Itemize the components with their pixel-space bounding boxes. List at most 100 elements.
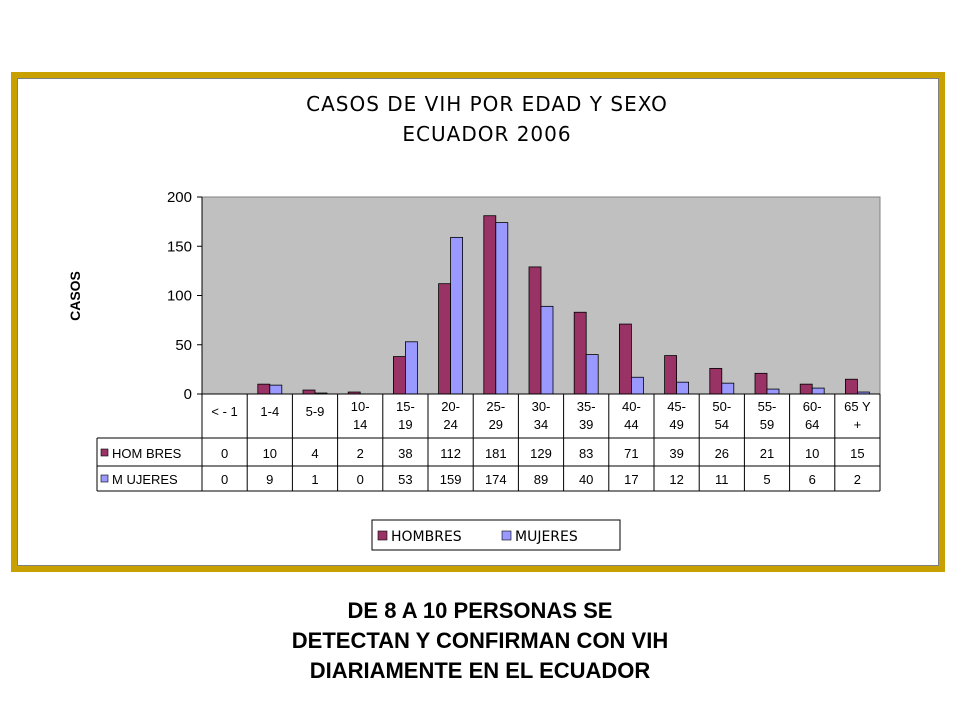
x-tick-label: 39 — [579, 417, 593, 432]
data-label: 40 — [579, 472, 593, 487]
x-tick-label: 25- — [486, 399, 505, 414]
data-label: 10 — [805, 446, 819, 461]
legend-key-hombres — [377, 530, 388, 541]
x-tick-label: 64 — [805, 417, 819, 432]
data-label: 71 — [624, 446, 638, 461]
data-label: 53 — [398, 472, 412, 487]
x-tick-label: 59 — [760, 417, 774, 432]
caption: DE 8 A 10 PERSONAS SE DETECTAN Y CONFIRM… — [0, 596, 960, 686]
y-tick-label: 200 — [167, 189, 192, 206]
chart-frame: CASOS DE VIH POR EDAD Y SEXO ECUADOR 2006… — [11, 72, 945, 572]
bar-mujeres-8 — [585, 354, 599, 395]
x-tick-label: 29 — [489, 417, 503, 432]
data-label: 11 — [715, 472, 729, 487]
legend-key-mujeres — [501, 530, 512, 541]
caption-line-1: DE 8 A 10 PERSONAS SE — [347, 598, 613, 623]
bar-hombres-6 — [483, 215, 497, 395]
x-tick-label: 45- — [667, 399, 686, 414]
caption-line-2: DETECTAN Y CONFIRMAN CON VIH — [291, 628, 669, 653]
legend-label-mujeres: MUJERES — [515, 529, 578, 545]
data-label: 0 — [221, 446, 228, 461]
x-tick-label: 24 — [443, 417, 457, 432]
bar-mujeres-4 — [404, 341, 418, 395]
data-label: 5 — [763, 472, 770, 487]
data-label: 83 — [579, 446, 593, 461]
table-row-label: M UJERES — [112, 472, 178, 487]
x-tick-label: 65 Y — [844, 399, 871, 414]
bar-hombres-1 — [257, 383, 271, 395]
bar-hombres-11 — [709, 367, 723, 395]
table-row-label: HOM BRES — [112, 446, 182, 461]
y-tick-label: 0 — [184, 386, 192, 403]
chart-title-line-2: ECUADOR 2006 — [402, 122, 571, 146]
data-label: 159 — [440, 472, 462, 487]
x-tick-label: 49 — [669, 417, 683, 432]
bar-hombres-10 — [664, 355, 677, 395]
x-tick-label: 60- — [803, 399, 822, 414]
data-label: 26 — [715, 446, 729, 461]
bar-mujeres-13 — [811, 387, 825, 395]
data-label: 9 — [266, 472, 273, 487]
data-label: 15 — [850, 446, 864, 461]
x-tick-label: 20- — [441, 399, 460, 414]
bar-hombres-14 — [845, 378, 858, 395]
data-label: 4 — [311, 446, 318, 461]
x-tick-label: 50- — [712, 399, 731, 414]
x-tick-label: 44 — [624, 417, 638, 432]
data-label: 181 — [485, 446, 507, 461]
data-label: 2 — [357, 446, 364, 461]
bar-hombres-13 — [799, 383, 813, 395]
x-tick-label: 30- — [532, 399, 551, 414]
bar-mujeres-9 — [631, 376, 644, 395]
data-label: 39 — [669, 446, 683, 461]
bar-hombres-2 — [302, 389, 316, 395]
x-tick-label: 10- — [351, 399, 370, 414]
bar-chart: CASOS DE VIH POR EDAD Y SEXO ECUADOR 2006… — [67, 92, 881, 551]
legend-box — [371, 519, 621, 551]
bar-mujeres-10 — [676, 381, 689, 395]
data-label: 10 — [263, 446, 277, 461]
x-tick-label: + — [854, 417, 862, 432]
data-label: 129 — [530, 446, 552, 461]
x-tick-label: 54 — [715, 417, 729, 432]
bar-mujeres-7 — [540, 305, 554, 395]
bar-hombres-5 — [438, 283, 452, 395]
x-tick-label: 40- — [622, 399, 641, 414]
x-tick-label: 35- — [577, 399, 596, 414]
bar-hombres-4 — [392, 356, 406, 395]
y-tick-label: 150 — [167, 238, 192, 255]
bar-hombres-7 — [528, 266, 542, 395]
data-label: 12 — [669, 472, 683, 487]
y-axis-title: CASOS — [67, 271, 83, 321]
data-label: 6 — [809, 472, 816, 487]
x-tick-label: 19 — [398, 417, 412, 432]
x-tick-label: 14 — [353, 417, 367, 432]
data-label: 89 — [534, 472, 548, 487]
data-label: 21 — [760, 446, 774, 461]
x-tick-label: 55- — [758, 399, 777, 414]
x-tick-label: < - 1 — [211, 404, 237, 419]
table-legend-key-mujeres — [100, 474, 109, 483]
data-label: 112 — [440, 446, 461, 461]
table-legend-key-hombres — [100, 448, 109, 457]
bar-mujeres-12 — [766, 388, 780, 395]
data-label: 17 — [624, 472, 638, 487]
bar-mujeres-1 — [269, 384, 283, 395]
y-tick-label: 50 — [175, 337, 192, 354]
data-label: 174 — [485, 472, 507, 487]
legend-label-hombres: HOMBRES — [391, 529, 462, 545]
chart-title-line-1: CASOS DE VIH POR EDAD Y SEXO — [306, 92, 668, 116]
data-label: 2 — [854, 472, 861, 487]
bar-hombres-12 — [754, 372, 768, 395]
x-tick-label: 1-4 — [260, 404, 279, 419]
data-label: 0 — [221, 472, 228, 487]
caption-line-3: DIARIAMENTE EN EL ECUADOR — [309, 658, 651, 683]
bar-hombres-9 — [619, 323, 632, 395]
data-label: 0 — [357, 472, 364, 487]
bar-mujeres-11 — [721, 382, 735, 395]
y-tick-label: 100 — [167, 288, 192, 305]
x-tick-label: 15- — [396, 399, 415, 414]
bar-mujeres-6 — [495, 222, 509, 395]
bar-mujeres-5 — [450, 236, 464, 395]
chart-area: CASOS DE VIH POR EDAD Y SEXO ECUADOR 2006… — [17, 78, 939, 566]
